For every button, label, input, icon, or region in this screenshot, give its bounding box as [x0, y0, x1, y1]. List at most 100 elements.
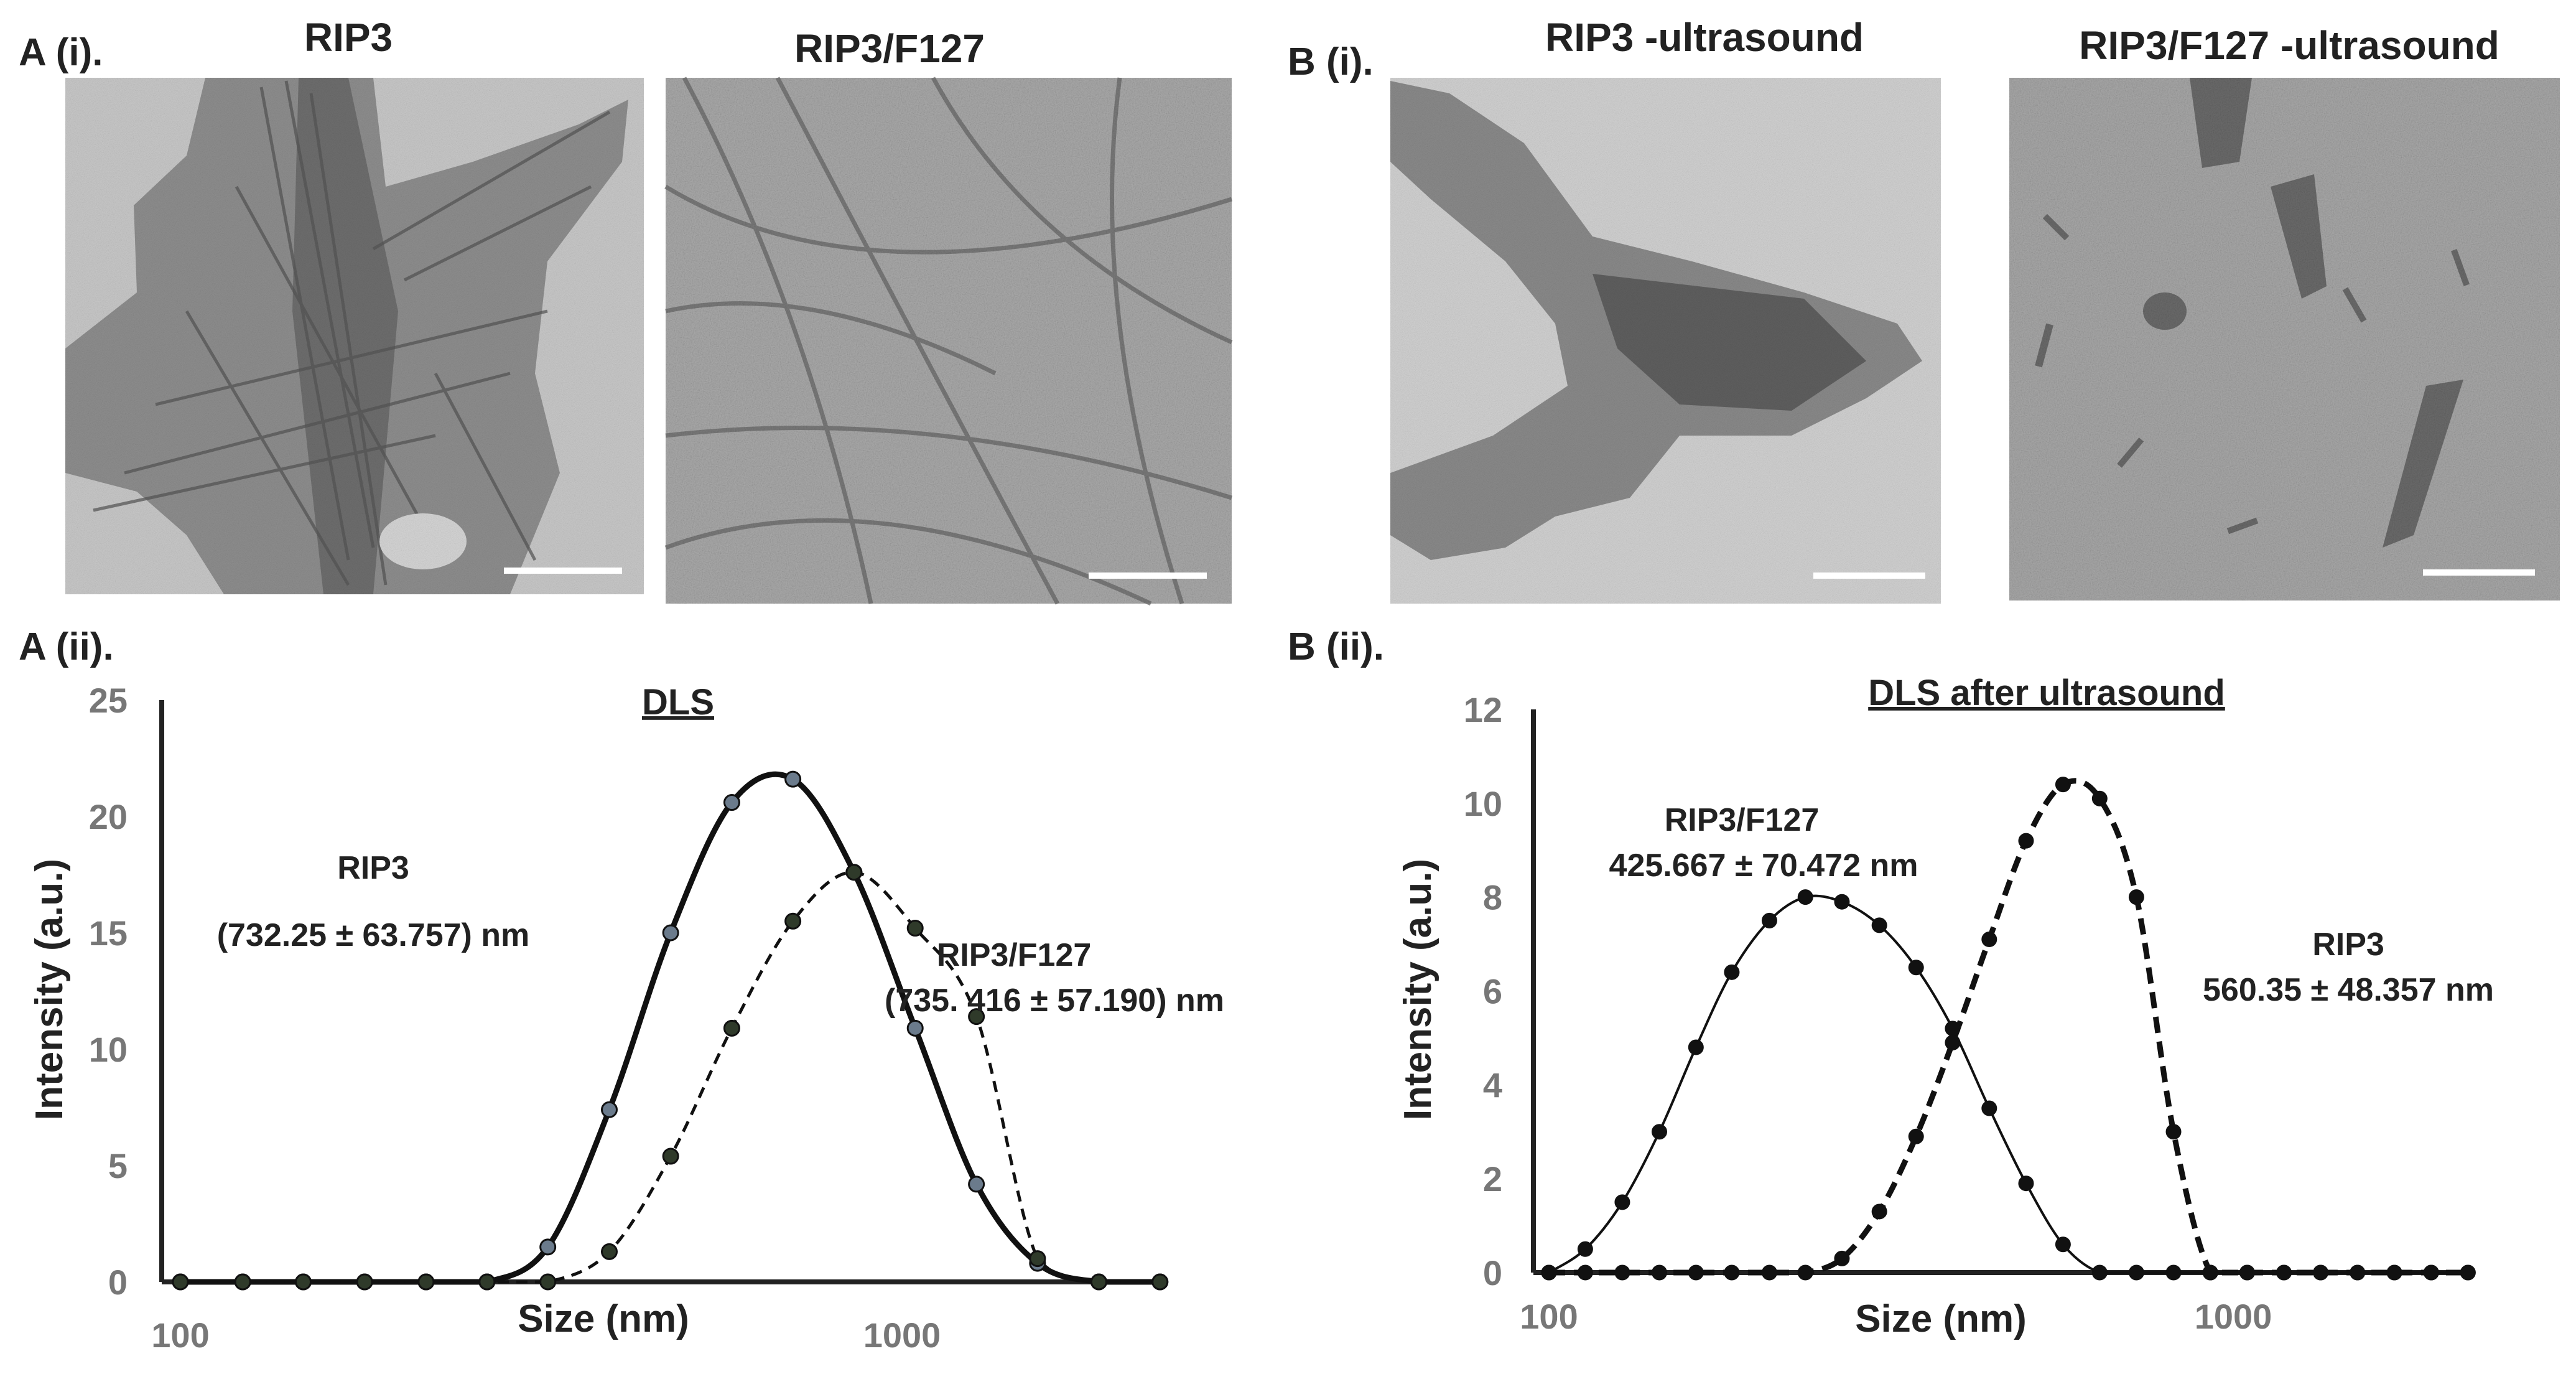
data-point — [2091, 790, 2108, 806]
data-point — [1724, 964, 1740, 980]
data-point — [2091, 1264, 2108, 1281]
y-axis-label: Intensity (a.u.) — [1397, 859, 1439, 1120]
data-point — [784, 770, 802, 788]
data-point — [1029, 1250, 1046, 1268]
data-point — [2423, 1264, 2439, 1281]
data-point — [1577, 1241, 1593, 1257]
data-point — [1871, 1203, 1887, 1220]
data-point — [1908, 960, 1924, 976]
y-tick-label: 20 — [89, 797, 128, 836]
chart-dls: DLS 0 5 10 15 20 25 100 1000 Size (nm) Intens… — [28, 681, 1224, 1355]
data-point — [1090, 1273, 1107, 1291]
panel-label-a-i: A (i). — [19, 31, 103, 74]
x-tick-label: 1000 — [2195, 1297, 2272, 1336]
data-point — [478, 1273, 496, 1291]
data-point — [1797, 1264, 1813, 1281]
series-line-rip3-f127 — [180, 871, 1160, 1284]
series-annotation-value-rip3-f127: (735. 416 ± 57.190) nm — [885, 983, 1224, 1019]
image-title-rip3-ultrasound: RIP3 -ultrasound — [1545, 15, 1864, 60]
scale-bar — [504, 568, 622, 574]
data-point — [1724, 1264, 1740, 1281]
y-tick-label: 4 — [1483, 1065, 1502, 1105]
scale-bar — [1089, 572, 1207, 579]
data-point — [1761, 912, 1777, 928]
data-point — [1945, 1034, 1961, 1050]
data-point — [2386, 1264, 2402, 1281]
y-tick-label: 2 — [1483, 1159, 1502, 1199]
data-point — [234, 1273, 251, 1291]
chart-title: DLS — [642, 682, 714, 722]
data-point — [1981, 1100, 1997, 1116]
data-point — [1761, 1264, 1777, 1281]
y-tick-label: 10 — [1464, 784, 1502, 823]
y-tick-label: 8 — [1483, 878, 1502, 917]
y-tick-label: 6 — [1483, 972, 1502, 1011]
panel-label-a-ii: A (ii). — [19, 625, 114, 668]
data-point — [1834, 894, 1850, 910]
y-axis-label: Intensity (a.u.) — [28, 859, 71, 1120]
scale-bar — [2423, 569, 2535, 576]
data-point — [1577, 1264, 1593, 1281]
series-annotation-name-rip3: RIP3 — [337, 850, 409, 886]
data-point — [662, 924, 679, 942]
data-point — [2165, 1124, 2182, 1140]
data-point — [845, 864, 863, 881]
data-point — [968, 1008, 985, 1026]
data-point — [1614, 1264, 1630, 1281]
data-point — [2055, 777, 2071, 793]
data-point — [295, 1273, 312, 1291]
micrograph-rip3-f127-ultrasound — [2009, 78, 2560, 601]
micrograph-rip3-f127 — [664, 77, 1233, 606]
data-point — [1688, 1264, 1704, 1281]
x-axis-label: Size (nm) — [1855, 1297, 2027, 1340]
series-annotation-value-rip3-f127: 425.667 ± 70.472 nm — [1609, 848, 1918, 884]
x-tick-label: 100 — [1520, 1297, 1578, 1336]
x-tick-label: 1000 — [863, 1316, 941, 1355]
data-point — [2018, 833, 2034, 849]
series-line-rip3 — [180, 771, 1160, 1285]
data-point — [2350, 1264, 2366, 1281]
series-annotation-value-rip3: 560.35 ± 48.357 nm — [2203, 972, 2494, 1008]
series-annotation-value-rip3: (732.25 ± 63.757) nm — [217, 917, 530, 953]
data-point — [2128, 1264, 2144, 1281]
data-point — [356, 1273, 373, 1291]
data-point — [1652, 1264, 1668, 1281]
data-point — [539, 1273, 557, 1291]
data-point — [2018, 1175, 2034, 1192]
y-tick-label: 5 — [108, 1146, 128, 1185]
y-tick-label: 25 — [89, 681, 128, 720]
y-tick-label: 15 — [89, 914, 128, 953]
data-point — [968, 1175, 985, 1193]
series-annotation-name-rip3-f127: RIP3/F127 — [937, 937, 1092, 973]
data-point — [1834, 1250, 1850, 1266]
image-title-rip3-f127-ultrasound: RIP3/F127 -ultrasound — [2079, 23, 2499, 68]
data-point — [2165, 1264, 2182, 1281]
data-point — [906, 1019, 924, 1037]
y-tick-label: 12 — [1464, 690, 1502, 729]
data-point — [1652, 1124, 1668, 1140]
data-point — [539, 1238, 557, 1256]
data-point — [600, 1243, 618, 1260]
data-point — [2460, 1264, 2476, 1281]
panel-label-b-ii: B (ii). — [1288, 625, 1384, 668]
x-axis-label: Size (nm) — [518, 1297, 689, 1340]
data-point — [600, 1101, 618, 1118]
data-point — [1908, 1128, 1924, 1144]
data-point — [1945, 1021, 1961, 1037]
micrograph-rip3-ultrasound — [1390, 78, 1941, 604]
scale-bar — [1813, 572, 1925, 579]
data-point — [1614, 1194, 1630, 1210]
series-annotation-name-rip3-f127: RIP3/F127 — [1665, 802, 1820, 838]
data-point — [2202, 1264, 2218, 1281]
data-point — [784, 912, 802, 930]
data-point — [1797, 889, 1813, 905]
y-tick-label: 0 — [1483, 1253, 1502, 1292]
data-point — [172, 1273, 189, 1291]
data-point — [1871, 917, 1887, 933]
data-point — [2239, 1264, 2255, 1281]
data-point — [1151, 1273, 1169, 1291]
panel-label-b-i: B (i). — [1288, 40, 1374, 83]
data-point — [1541, 1264, 1557, 1281]
data-point — [2055, 1236, 2071, 1253]
